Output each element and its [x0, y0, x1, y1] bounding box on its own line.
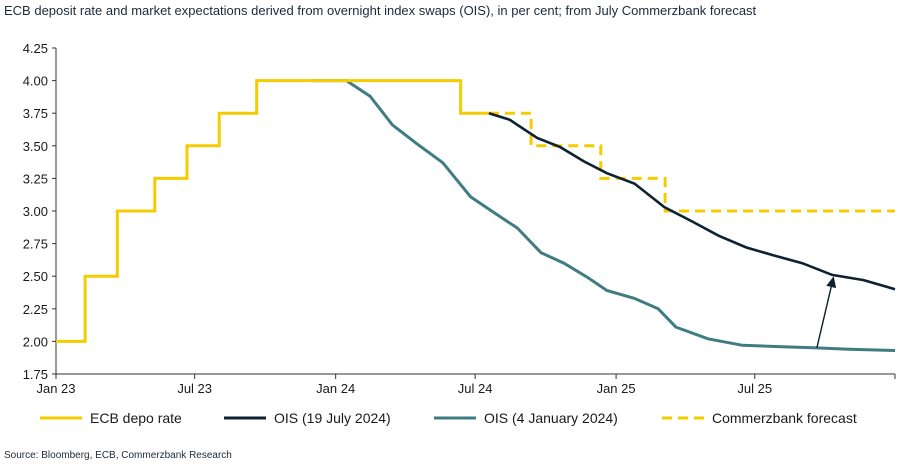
y-tick-label: 2.00: [23, 334, 48, 349]
annotation-arrow-head: [826, 276, 837, 289]
x-tick-label: Jan 25: [597, 381, 636, 396]
legend-label: Commerzbank forecast: [712, 410, 857, 426]
legend-label: ECB depo rate: [90, 410, 182, 426]
y-tick-label: 1.75: [23, 367, 48, 382]
annotation-arrow-line: [816, 286, 832, 349]
y-tick-label: 4.00: [23, 74, 48, 89]
y-tick-label: 2.75: [23, 237, 48, 252]
chart-title: ECB deposit rate and market expectations…: [4, 3, 757, 18]
x-tick-label: Jan 24: [316, 381, 355, 396]
series-ois-4-january-2024: [311, 79, 896, 352]
y-tick-label: 2.25: [23, 302, 48, 317]
legend-label: OIS (19 July 2024): [274, 410, 391, 426]
x-tick-label: Jul 23: [177, 381, 212, 396]
y-tick-label: 2.50: [23, 269, 48, 284]
x-tick-label: Jul 24: [458, 381, 493, 396]
y-tick-label: 4.25: [23, 41, 48, 56]
chart-source: Source: Bloomberg, ECB, Commerzbank Rese…: [4, 450, 232, 461]
series-commerzbank-forecast: [488, 111, 895, 213]
series-ois-19-july-2024: [488, 111, 896, 291]
series-ecb-depo-rate: [56, 79, 489, 343]
x-tick-label: Jan 23: [36, 381, 75, 396]
legend-label: OIS (4 January 2024): [484, 410, 618, 426]
x-tick-label: Jul 25: [737, 381, 772, 396]
y-tick-label: 3.00: [23, 204, 48, 219]
y-tick-label: 3.50: [23, 139, 48, 154]
y-tick-label: 3.25: [23, 171, 48, 186]
y-tick-label: 3.75: [23, 106, 48, 121]
